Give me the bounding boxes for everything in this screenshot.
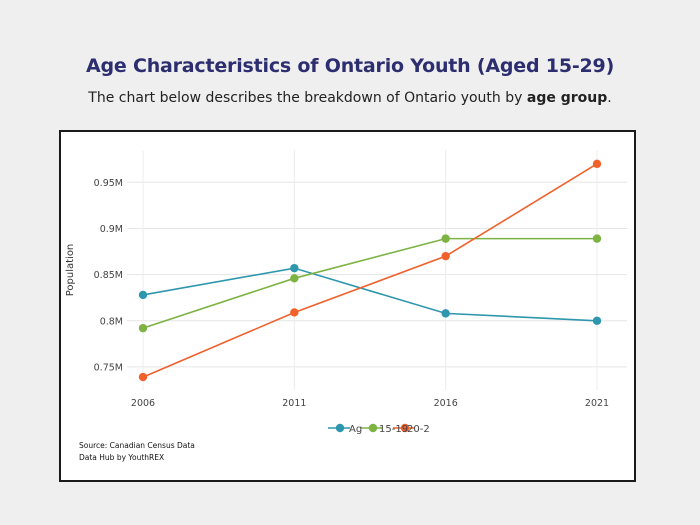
x-tick-label: 2021 [585, 398, 609, 409]
data-point[interactable] [592, 159, 602, 169]
y-tick-label: 0.75M [94, 362, 123, 373]
chart-footer: Source: Canadian Census Data Data Hub by… [79, 440, 195, 464]
data-point[interactable] [592, 234, 602, 243]
credit-note: Data Hub by YouthREX [79, 453, 165, 462]
data-point[interactable] [138, 372, 148, 382]
y-axis-label: Population [65, 244, 76, 297]
x-tick-label: 2016 [434, 398, 458, 409]
legend-marker[interactable] [400, 423, 410, 433]
chart-title: Age Characteristics of Ontario Youth (Ag… [85, 55, 615, 77]
y-tick-label: 0.8M [100, 316, 123, 327]
legend-label: 20-2 [407, 424, 430, 435]
legend-marker[interactable] [368, 423, 378, 433]
x-tick-label: 2011 [282, 398, 306, 409]
subtitle-end: . [607, 90, 612, 106]
legend-label: 15-19 [379, 424, 408, 435]
subtitle-emphasis: age group [526, 90, 608, 106]
y-tick-label: 0.9M [100, 224, 123, 235]
line-chart: 0.75M 0.8M 0.85M 0.9M 0.95M 2006 2011 2016 2021 P… [65, 150, 627, 435]
source-note: Source: Canadian Census Data [79, 441, 195, 450]
series-line [142, 163, 598, 378]
y-tick-label: 0.95M [94, 178, 123, 189]
chart-card: 0.75M 0.8M 0.85M 0.9M 0.95M 2006 2011 2016 2021 P… [59, 130, 636, 482]
legend-marker[interactable] [335, 423, 345, 433]
y-tick-label: 0.85M [94, 270, 123, 281]
data-point[interactable] [138, 323, 148, 333]
data-point[interactable] [290, 274, 299, 283]
series-line [142, 267, 598, 322]
data-point[interactable] [441, 251, 450, 261]
subtitle-text: The chart below describes the breakdown … [88, 90, 527, 106]
data-point[interactable] [290, 263, 299, 273]
series-line [142, 237, 597, 329]
data-point[interactable] [290, 308, 299, 317]
data-point[interactable] [441, 309, 450, 318]
x-tick-label: 2006 [131, 398, 155, 409]
data-point[interactable] [138, 290, 148, 300]
data-point[interactable] [441, 234, 450, 243]
legend-label: Ag [349, 424, 362, 435]
chart-subtitle: The chart below describes the breakdown … [0, 90, 700, 106]
data-point[interactable] [592, 316, 602, 325]
